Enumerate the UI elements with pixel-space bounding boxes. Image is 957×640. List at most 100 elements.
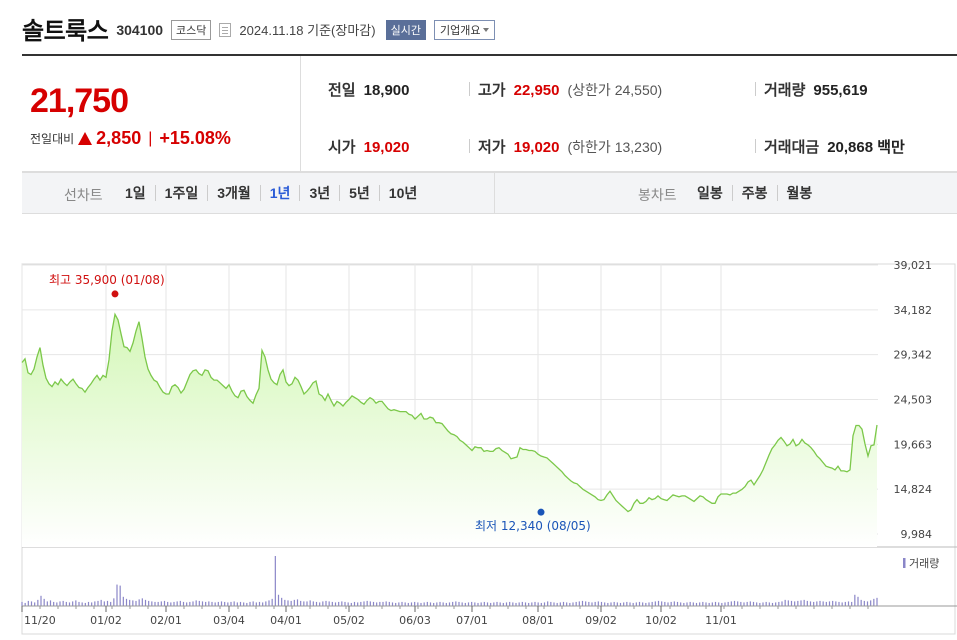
x-tick-label: 06/03 — [399, 614, 431, 627]
volume-bar — [635, 602, 637, 606]
volume-bar — [214, 602, 216, 606]
volume-bar — [657, 600, 660, 606]
volume-bar — [765, 601, 767, 606]
volume-bar — [787, 600, 789, 606]
candle-option[interactable]: 일봉 — [688, 185, 733, 201]
volume-bar — [876, 597, 878, 606]
volume-bar — [578, 601, 580, 606]
volume-bar — [825, 601, 827, 606]
volume-bar — [122, 596, 124, 606]
divider — [755, 82, 756, 96]
y-tick-label: 9,984 — [901, 528, 933, 541]
volume-bar — [496, 601, 498, 606]
volume-bar — [569, 602, 571, 606]
volume-bar — [233, 601, 235, 606]
volume-bar — [290, 600, 292, 606]
y-tick-label: 34,182 — [894, 304, 933, 317]
volume-bar — [341, 601, 343, 606]
stat-high: 고가 22,950 (상한가 24,550) — [478, 79, 662, 100]
volume-bar — [224, 601, 226, 606]
volume-bar — [664, 601, 666, 606]
volume-bar — [531, 602, 533, 606]
volume-bar — [217, 601, 219, 606]
stat-label: 고가 — [478, 82, 506, 99]
volume-bar — [414, 601, 416, 606]
volume-bar — [502, 602, 504, 606]
volume-bar — [581, 600, 584, 606]
price-line — [21, 312, 878, 513]
volume-bar — [809, 601, 812, 606]
volume-bar — [119, 585, 121, 606]
volume-bar — [49, 600, 52, 606]
stat-label: 거래량 — [764, 82, 806, 99]
volume-bar — [819, 600, 821, 606]
volume-bar — [87, 601, 90, 606]
volume-bar — [737, 601, 739, 606]
quote-info-box: 21,750 전일대비 2,850 | +15.08% 전일 18,900 고가… — [22, 54, 957, 172]
volume-bar — [847, 601, 850, 606]
volume-bar — [591, 602, 593, 606]
volume-bar — [445, 602, 447, 606]
volume-bar — [718, 602, 720, 606]
volume-bar — [59, 601, 61, 606]
volume-bar — [72, 601, 74, 606]
volume-bar — [870, 600, 872, 606]
volume-bar — [575, 601, 577, 606]
stat-value: 18,900 — [363, 82, 410, 99]
period-option[interactable]: 10년 — [388, 185, 418, 201]
volume-bar — [284, 599, 286, 606]
candle-option[interactable]: 월봉 — [786, 185, 813, 201]
price-chart: 39,021 34,182 29,342 24,503 19,663 14,824 9,98… — [21, 259, 957, 635]
company-overview-button[interactable]: 기업개요 — [433, 19, 496, 40]
volume-bar — [382, 601, 384, 606]
volume-bar — [490, 602, 492, 606]
volume-bar — [733, 600, 736, 606]
volume-bar — [559, 602, 561, 606]
period-option[interactable]: 1년 — [261, 185, 301, 201]
volume-bar — [585, 601, 587, 606]
change-separator: | — [148, 129, 153, 147]
x-tick-label: 11/01 — [705, 614, 737, 627]
volume-bar — [97, 600, 99, 606]
volume-bar — [661, 601, 663, 606]
volume-bar — [746, 601, 748, 606]
stat-value: 955,619 — [813, 82, 868, 99]
volume-bar — [338, 601, 340, 606]
volume-bar — [309, 600, 311, 606]
y-tick-label: 24,503 — [894, 394, 933, 407]
volume-bar — [296, 599, 299, 606]
volume-bar — [813, 601, 815, 606]
volume-bar — [686, 602, 688, 606]
realtime-button[interactable]: 실시간 — [385, 19, 426, 40]
candle-option[interactable]: 주봉 — [733, 185, 778, 201]
volume-bar — [512, 602, 514, 606]
stock-code: 304100 — [116, 22, 164, 38]
volume-bar — [695, 602, 698, 606]
volume-bar — [363, 601, 365, 606]
volume-bar — [771, 602, 774, 606]
volume-bar — [866, 601, 869, 606]
period-option[interactable]: 5년 — [340, 185, 380, 201]
volume-bar — [654, 601, 656, 606]
volume-bar — [743, 602, 745, 606]
volume-bar — [208, 601, 210, 606]
x-tick-label: 11/20 — [24, 614, 56, 627]
stock-name: 솔트룩스 — [22, 17, 109, 45]
volume-bar — [778, 601, 780, 606]
volume-bar — [179, 600, 181, 606]
volume-bar — [53, 601, 55, 606]
volume-bar — [727, 601, 729, 606]
volume-bar — [167, 601, 169, 606]
volume-bar — [873, 598, 875, 606]
volume-bar — [268, 600, 270, 606]
volume-bar — [455, 601, 457, 606]
period-option[interactable]: 3년 — [300, 185, 341, 201]
period-option[interactable]: 3개월 — [208, 185, 261, 201]
period-option[interactable]: 1일 — [116, 185, 156, 201]
period-option[interactable]: 1주일 — [156, 185, 209, 201]
volume-bar — [385, 601, 387, 606]
volume-bar — [800, 600, 802, 606]
volume-bar — [300, 600, 302, 606]
volume-bar — [265, 601, 267, 606]
x-tick-label: 08/01 — [522, 614, 554, 627]
